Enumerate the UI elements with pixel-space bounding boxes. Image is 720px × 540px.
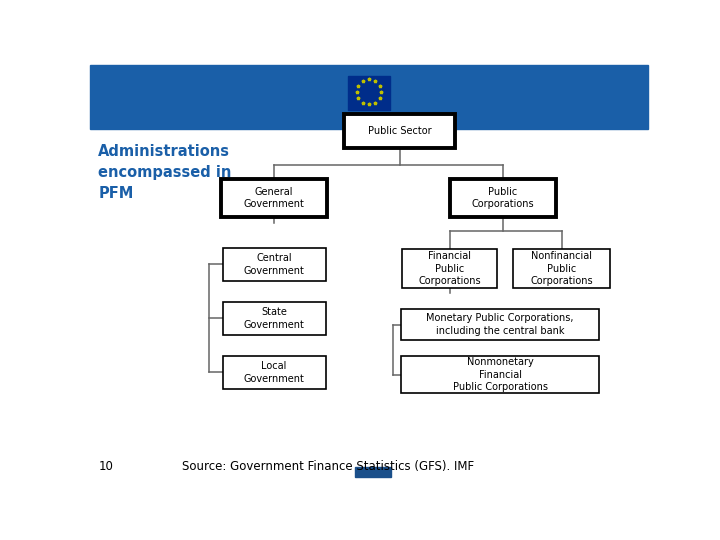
FancyBboxPatch shape: [222, 302, 325, 335]
Text: Nonmonetary
Financial
Public Corporations: Nonmonetary Financial Public Corporation…: [453, 357, 548, 392]
Bar: [348, 76, 390, 110]
Text: Nonfinancial
Public
Corporations: Nonfinancial Public Corporations: [530, 251, 593, 286]
Text: Financial
Public
Corporations: Financial Public Corporations: [418, 251, 481, 286]
Text: Administrations
encompassed in
PFM: Administrations encompassed in PFM: [99, 144, 232, 201]
FancyBboxPatch shape: [344, 114, 456, 148]
Text: Central
Government: Central Government: [243, 253, 305, 275]
Text: General
Government: General Government: [243, 187, 305, 209]
FancyBboxPatch shape: [513, 249, 611, 288]
Text: Source: Government Finance Statistics (GFS). IMF: Source: Government Finance Statistics (G…: [182, 460, 474, 472]
Text: 10: 10: [99, 460, 113, 472]
Bar: [355, 467, 392, 477]
FancyBboxPatch shape: [450, 179, 556, 217]
Text: Monetary Public Corporations,
including the central bank: Monetary Public Corporations, including …: [426, 314, 574, 336]
Text: Local
Government: Local Government: [243, 361, 305, 384]
FancyBboxPatch shape: [222, 356, 325, 389]
FancyBboxPatch shape: [401, 309, 599, 340]
FancyBboxPatch shape: [401, 356, 599, 393]
Text: Public Sector: Public Sector: [368, 126, 431, 136]
Bar: [90, 65, 648, 129]
FancyBboxPatch shape: [402, 249, 498, 288]
Bar: [344, 127, 394, 129]
FancyBboxPatch shape: [221, 179, 327, 217]
Text: European
Commission: European Commission: [350, 113, 388, 125]
Text: State
Government: State Government: [243, 307, 305, 329]
FancyBboxPatch shape: [222, 248, 325, 281]
Text: Public
Corporations: Public Corporations: [472, 187, 534, 209]
